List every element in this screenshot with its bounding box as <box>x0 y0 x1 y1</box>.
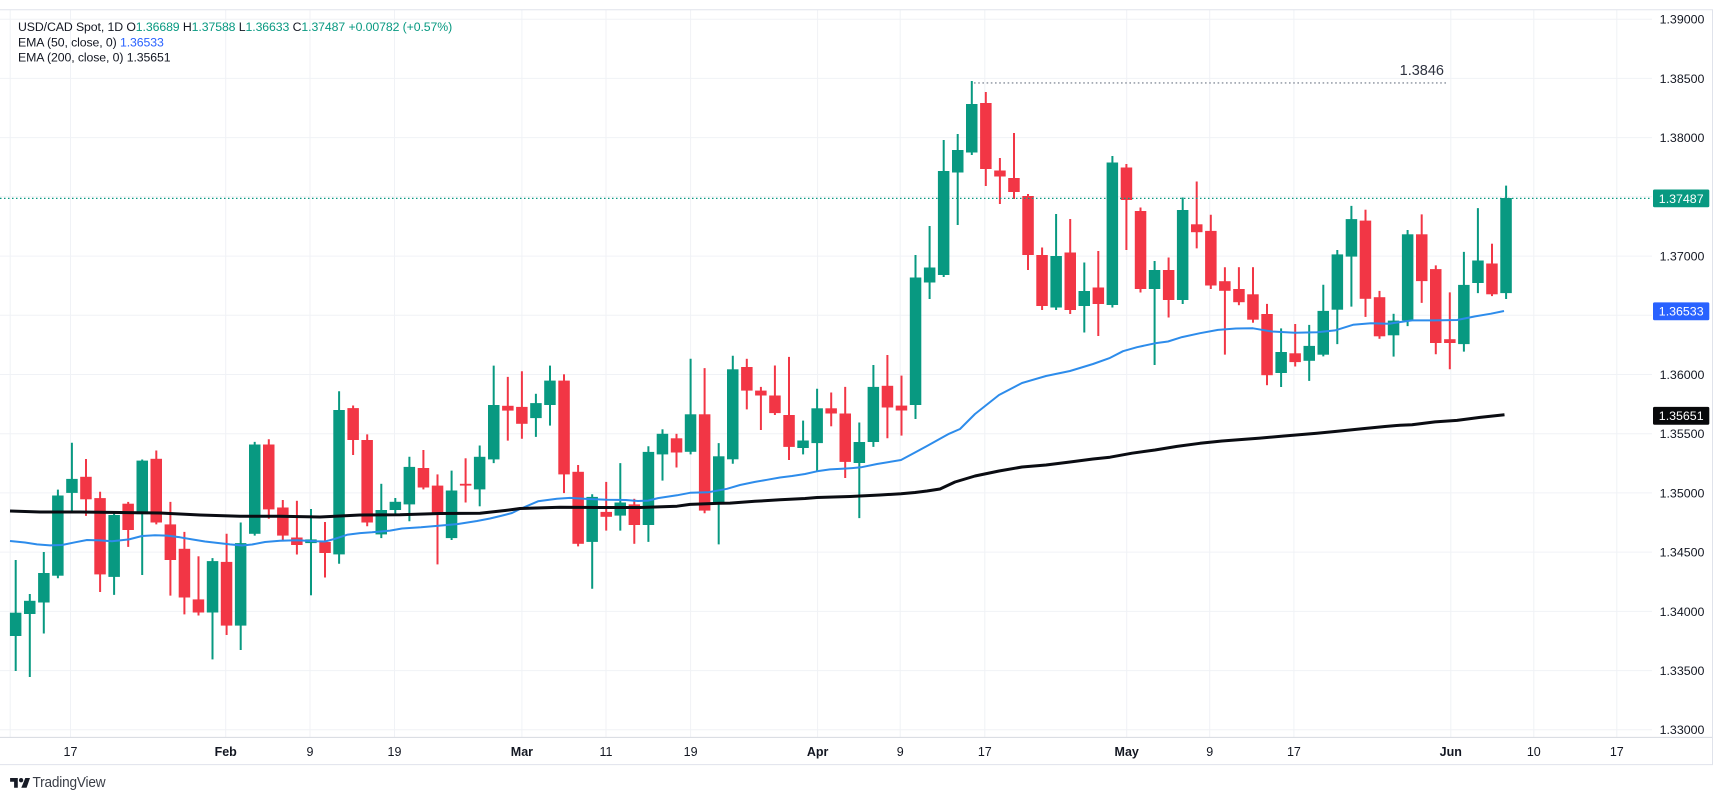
svg-text:1.39000: 1.39000 <box>1660 13 1705 27</box>
svg-text:1.38500: 1.38500 <box>1660 72 1705 86</box>
svg-text:9: 9 <box>1206 745 1213 759</box>
svg-text:1.38000: 1.38000 <box>1660 131 1705 145</box>
svg-text:1.35500: 1.35500 <box>1660 427 1705 441</box>
svg-text:1.37000: 1.37000 <box>1660 250 1705 264</box>
svg-text:1.35000: 1.35000 <box>1660 486 1705 500</box>
svg-text:17: 17 <box>64 745 78 759</box>
svg-text:1.36533: 1.36533 <box>1659 305 1704 319</box>
svg-text:1.37487: 1.37487 <box>1659 192 1704 206</box>
svg-text:1.3846: 1.3846 <box>1400 63 1444 79</box>
svg-text:1.34000: 1.34000 <box>1660 605 1705 619</box>
svg-text:USD/CAD Spot, 1D O1.36689 H1.3: USD/CAD Spot, 1D O1.36689 H1.37588 L1.36… <box>18 20 452 34</box>
svg-text:17: 17 <box>1287 745 1301 759</box>
svg-text:1.33000: 1.33000 <box>1660 723 1705 737</box>
svg-text:17: 17 <box>1610 745 1624 759</box>
svg-text:TradingView: TradingView <box>33 774 107 791</box>
svg-text:1.35651: 1.35651 <box>1659 409 1704 423</box>
svg-text:17: 17 <box>978 745 992 759</box>
svg-text:11: 11 <box>600 745 613 759</box>
svg-text:EMA (200, close, 0) 1.35651: EMA (200, close, 0) 1.35651 <box>18 51 171 65</box>
svg-text:9: 9 <box>897 745 904 759</box>
svg-text:1.34500: 1.34500 <box>1660 546 1705 560</box>
svg-text:1.36000: 1.36000 <box>1660 368 1705 382</box>
svg-text:1.33500: 1.33500 <box>1660 664 1705 678</box>
svg-text:Mar: Mar <box>511 745 533 759</box>
svg-text:9: 9 <box>307 745 314 759</box>
svg-text:19: 19 <box>684 745 698 759</box>
svg-text:EMA (50, close, 0) 1.36533: EMA (50, close, 0) 1.36533 <box>18 36 164 50</box>
svg-text:Apr: Apr <box>807 745 829 759</box>
svg-text:19: 19 <box>388 745 402 759</box>
svg-text:Feb: Feb <box>215 745 238 759</box>
svg-text:Jun: Jun <box>1440 745 1462 759</box>
svg-text:10: 10 <box>1527 745 1541 759</box>
svg-text:May: May <box>1115 745 1139 759</box>
